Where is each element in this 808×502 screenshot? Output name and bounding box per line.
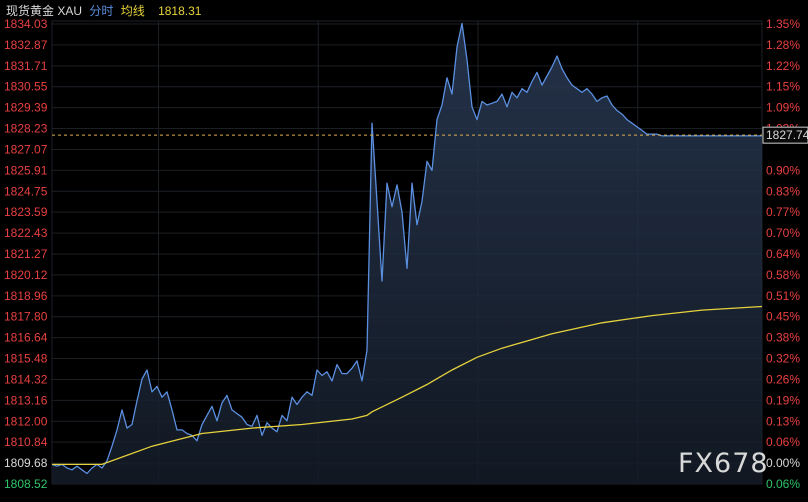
last-price-tag-box [762,126,808,144]
y-tick-label-right: 0.58% [766,268,800,282]
avg-line-label: 均线 [120,4,145,18]
y-tick-label-left: 1816.64 [4,331,48,345]
chart-header: 现货黄金 XAU 分时 均线 1818.31 [6,3,205,19]
y-tick-label-left: 1814.32 [4,372,48,386]
mode-label[interactable]: 分时 [89,4,114,18]
fx678-watermark: FX678 [678,448,769,479]
last-price-tag: 1827.74 [766,128,808,142]
y-tick-label-left: 1820.12 [4,268,48,282]
y-tick-label-left: 1821.27 [4,247,48,261]
y-tick-label-left: 1813.16 [4,393,48,407]
instrument-title: 现货黄金 XAU [6,4,83,18]
price-line [51,22,762,475]
y-tick-label-left: 1829.39 [4,101,48,115]
y-tick-label-left: 1831.71 [4,59,48,73]
y-tick-label-right: 0.26% [766,372,800,386]
y-tick-label-right: 1.09% [766,101,800,115]
y-tick-label-left: 1817.80 [4,310,48,324]
y-tick-label-left: 1827.07 [4,142,48,156]
y-tick-label-right: 0.51% [766,289,800,303]
y-tick-label-left: 1818.96 [4,289,48,303]
y-tick-label-left: 1812.00 [4,414,48,428]
y-tick-label-right: 0.00% [766,456,800,470]
y-tick-label-left: 1832.87 [4,38,48,52]
y-tick-label-right: 0.32% [766,352,800,366]
y-tick-label-right: 0.83% [766,184,800,198]
y-tick-label-right: 0.06% [766,477,800,491]
y-tick-label-right: 0.77% [766,205,800,219]
y-tick-label-right: 0.70% [766,226,800,240]
y-tick-label-left: 1824.75 [4,184,48,198]
y-tick-label-left: 1825.91 [4,163,48,177]
y-tick-label-left: 1822.43 [4,226,48,240]
y-tick-label-left: 1823.59 [4,205,48,219]
price-area-fill [52,23,762,485]
avg-line-value: 1818.31 [158,4,202,18]
y-tick-label-left: 1809.68 [4,456,48,470]
y-tick-label-right: 0.06% [766,435,800,449]
y-tick-label-left: 1834.03 [4,17,48,31]
y-tick-label-right: 1.28% [766,38,800,52]
y-tick-label-left: 1808.52 [4,477,48,491]
y-tick-label-right: 1.22% [766,59,800,73]
average-line [52,305,763,466]
y-tick-label-right: 1.35% [766,17,800,31]
y-tick-label-left: 1830.55 [4,80,48,94]
y-tick-label-left: 1815.48 [4,352,48,366]
y-tick-label-right: 1.15% [766,80,800,94]
y-tick-label-right: 0.19% [766,393,800,407]
y-tick-label-left: 1810.84 [4,435,48,449]
y-tick-label-right: 0.13% [766,414,800,428]
y-tick-label-right: 0.64% [766,247,800,261]
y-tick-label-right: 0.45% [766,310,800,324]
y-tick-label-right: 0.38% [766,331,800,345]
y-tick-label-left: 1828.23 [4,122,48,136]
y-tick-label-right: 0.90% [766,163,800,177]
